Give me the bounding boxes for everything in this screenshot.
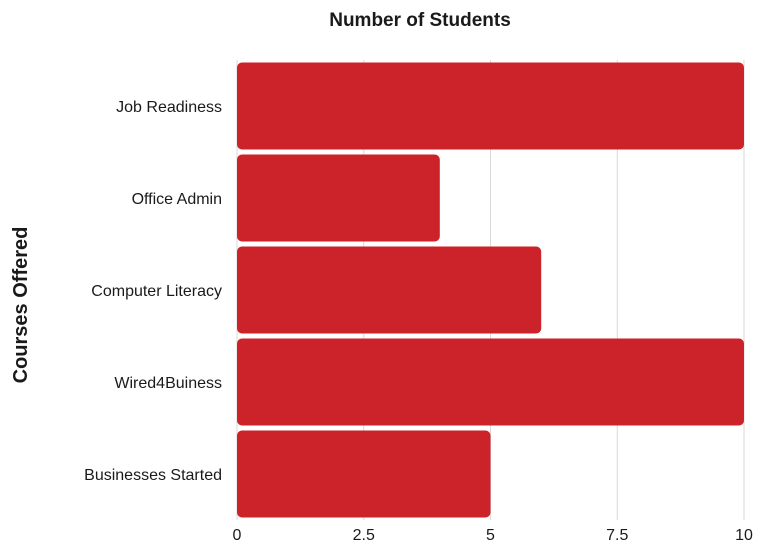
category-label: Computer Literacy — [91, 283, 222, 300]
category-label: Office Admin — [132, 191, 222, 208]
x-tick-label: 2.5 — [353, 527, 375, 544]
category-label: Wired4Buiness — [114, 375, 222, 392]
chart-title: Number of Students — [329, 10, 511, 31]
x-tick-label: 7.5 — [606, 527, 628, 544]
x-tick-label: 10 — [735, 527, 753, 544]
bar — [237, 338, 744, 426]
bar — [237, 62, 744, 150]
category-labels: Job Readiness Office Admin Computer Litera… — [84, 99, 222, 484]
x-tick-label: 0 — [233, 527, 242, 544]
x-tick-labels: 0 2.5 5 7.5 10 — [233, 527, 753, 544]
bar — [237, 430, 491, 518]
y-axis-label: Courses Offered — [10, 227, 32, 384]
bar — [237, 246, 542, 334]
category-label: Job Readiness — [116, 99, 222, 116]
category-label: Businesses Started — [84, 467, 222, 484]
bars — [237, 62, 744, 518]
bar — [237, 154, 440, 242]
x-tick-label: 5 — [486, 527, 495, 544]
